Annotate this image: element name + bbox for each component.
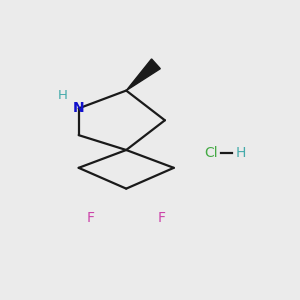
Text: H: H [57, 88, 67, 101]
Text: H: H [236, 146, 246, 160]
Text: F: F [87, 212, 94, 225]
Text: Cl: Cl [204, 146, 218, 160]
Text: F: F [158, 212, 166, 225]
Text: N: N [73, 101, 85, 116]
Polygon shape [126, 59, 160, 91]
